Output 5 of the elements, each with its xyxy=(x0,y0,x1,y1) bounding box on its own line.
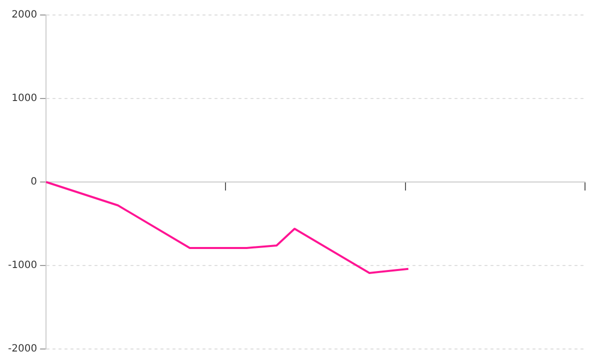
y-tick-label: 0 xyxy=(30,176,38,188)
y-tick-label: -1000 xyxy=(8,260,38,272)
y-tick-label: 2000 xyxy=(12,10,38,21)
y-tick-label: -2000 xyxy=(8,344,38,355)
y-tick-label: 1000 xyxy=(12,93,38,104)
